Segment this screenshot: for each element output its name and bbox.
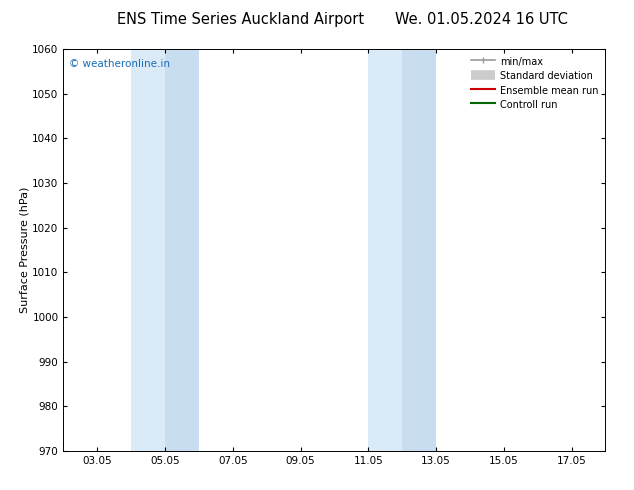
Text: © weatheronline.in: © weatheronline.in	[69, 59, 170, 69]
Bar	[165, 49, 199, 451]
Text: We. 01.05.2024 16 UTC: We. 01.05.2024 16 UTC	[396, 12, 568, 27]
Bar	[131, 49, 165, 451]
Bar	[402, 49, 436, 451]
Bar	[368, 49, 402, 451]
Y-axis label: Surface Pressure (hPa): Surface Pressure (hPa)	[20, 187, 30, 313]
Text: ENS Time Series Auckland Airport: ENS Time Series Auckland Airport	[117, 12, 365, 27]
Legend: min/max, Standard deviation, Ensemble mean run, Controll run: min/max, Standard deviation, Ensemble me…	[467, 52, 602, 115]
